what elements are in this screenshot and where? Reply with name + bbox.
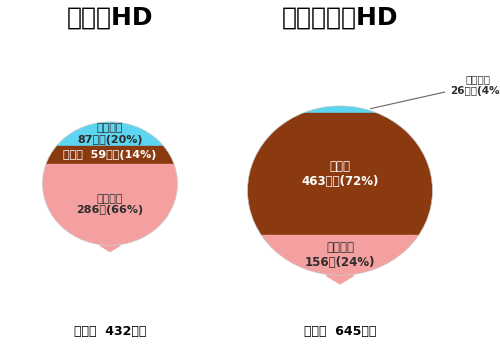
- Text: 営業利益
87億円(20%): 営業利益 87億円(20%): [77, 123, 143, 145]
- Text: 販管費
463億円(72%): 販管費 463億円(72%): [302, 160, 378, 188]
- Polygon shape: [326, 275, 354, 284]
- Polygon shape: [100, 245, 120, 251]
- Text: コメダHD: コメダHD: [67, 6, 153, 30]
- Text: 営業利益
26億円(4%): 営業利益 26億円(4%): [370, 74, 500, 109]
- Text: 販管費  59億円(14%): 販管費 59億円(14%): [64, 150, 156, 160]
- Text: 売上原価
286億(66%): 売上原価 286億(66%): [76, 194, 144, 215]
- Text: サンマルクHD: サンマルクHD: [282, 6, 398, 30]
- Bar: [38, 146, 182, 164]
- Ellipse shape: [248, 106, 432, 275]
- Bar: [242, 235, 438, 275]
- Text: 売上高  645億円: 売上高 645億円: [304, 325, 376, 338]
- Bar: [38, 164, 182, 245]
- Bar: [242, 113, 438, 235]
- Ellipse shape: [42, 122, 177, 245]
- Text: 売上高  432億円: 売上高 432億円: [74, 325, 146, 338]
- Bar: [242, 106, 438, 113]
- Bar: [38, 122, 182, 146]
- Text: 売上原価
156億(24%): 売上原価 156億(24%): [305, 241, 375, 269]
